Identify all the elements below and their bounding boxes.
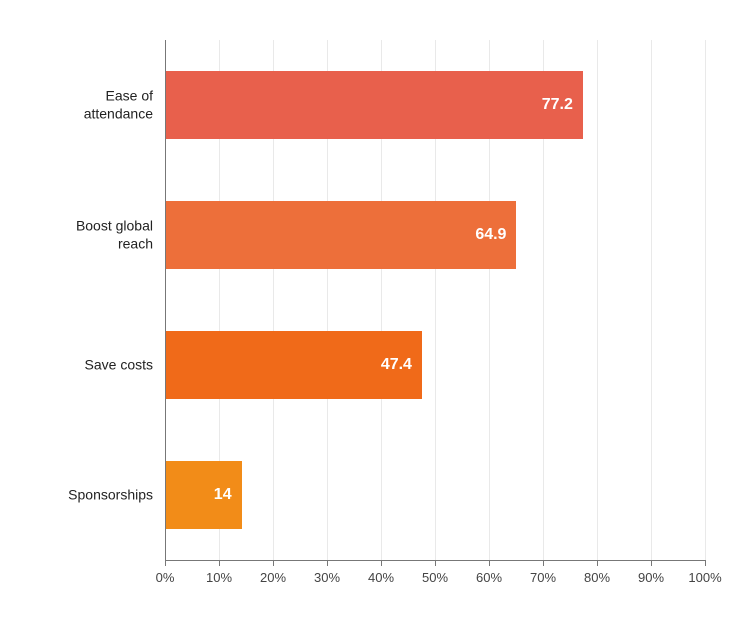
category-label: Boost global reach [43, 218, 153, 253]
category-label: Sponsorships [43, 486, 153, 504]
x-tick-mark [381, 560, 382, 566]
x-tick-label: 60% [476, 570, 502, 585]
bar-chart: 0% 10% 20% 30% 40% 50% 60% 70% 80% 90% 100% 77.2 Eas… [0, 0, 743, 628]
bar-value-label: 14 [214, 486, 232, 504]
x-grid-line [705, 40, 706, 560]
bar: 64.9 [166, 201, 516, 269]
category-label: Ease of attendance [43, 88, 153, 123]
x-tick-mark [165, 560, 166, 566]
x-tick-label: 40% [368, 570, 394, 585]
x-tick-mark [543, 560, 544, 566]
bar-value-label: 47.4 [381, 356, 412, 374]
x-tick-mark [219, 560, 220, 566]
x-tick-label: 100% [688, 570, 721, 585]
x-tick-mark [327, 560, 328, 566]
bar-value-label: 64.9 [475, 226, 506, 244]
category-label: Save costs [43, 356, 153, 374]
x-tick-label: 80% [584, 570, 610, 585]
x-tick-label: 50% [422, 570, 448, 585]
x-grid-line [597, 40, 598, 560]
bar: 77.2 [166, 71, 583, 139]
bar-value-label: 77.2 [542, 96, 573, 114]
x-grid-line [651, 40, 652, 560]
x-tick-mark [597, 560, 598, 566]
bar: 47.4 [166, 331, 422, 399]
x-tick-mark [273, 560, 274, 566]
x-tick-mark [435, 560, 436, 566]
x-tick-mark [705, 560, 706, 566]
x-tick-label: 20% [260, 570, 286, 585]
x-tick-label: 30% [314, 570, 340, 585]
bar: 14 [166, 461, 242, 529]
x-tick-label: 0% [156, 570, 175, 585]
x-tick-label: 90% [638, 570, 664, 585]
x-tick-label: 10% [206, 570, 232, 585]
x-tick-label: 70% [530, 570, 556, 585]
x-tick-mark [651, 560, 652, 566]
x-tick-mark [489, 560, 490, 566]
